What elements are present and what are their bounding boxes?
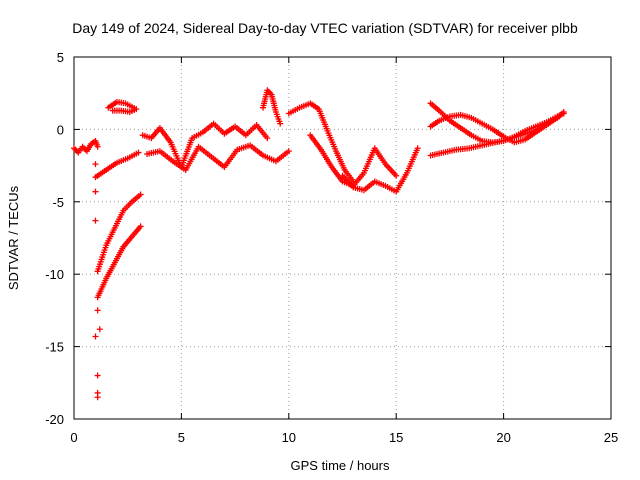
y-axis-label: SDTVAR / TECUs bbox=[6, 185, 21, 290]
x-tick-label: 0 bbox=[70, 430, 77, 445]
data-point bbox=[109, 107, 116, 114]
axis-ticks: 0 5 10 15 20 25 5 0 -5 -10 -15 -20 bbox=[45, 50, 618, 445]
y-tick-label: 0 bbox=[57, 122, 64, 137]
grid bbox=[74, 57, 611, 419]
data-point bbox=[92, 188, 99, 195]
data-point bbox=[92, 333, 99, 340]
data-point bbox=[414, 145, 421, 152]
y-tick-label: -5 bbox=[52, 195, 64, 210]
x-axis-label: GPS time / hours bbox=[291, 458, 390, 473]
chart-title: Day 149 of 2024, Sidereal Day-to-day VTE… bbox=[72, 20, 578, 36]
data-point bbox=[92, 161, 99, 168]
y-tick-label: -20 bbox=[45, 412, 64, 427]
x-tick-label: 15 bbox=[389, 430, 403, 445]
data-point bbox=[94, 394, 101, 401]
y-tick-label: 5 bbox=[57, 50, 64, 65]
data-point bbox=[560, 109, 567, 116]
x-tick-label: 25 bbox=[604, 430, 618, 445]
data-point bbox=[96, 326, 103, 333]
data-point bbox=[94, 307, 101, 314]
data-point bbox=[72, 146, 79, 153]
data-point bbox=[94, 143, 101, 150]
y-tick-label: -15 bbox=[45, 340, 64, 355]
data-point bbox=[137, 223, 144, 230]
data-points bbox=[71, 87, 567, 401]
x-tick-label: 10 bbox=[282, 430, 296, 445]
x-tick-label: 5 bbox=[178, 430, 185, 445]
x-tick-label: 20 bbox=[496, 430, 510, 445]
data-point bbox=[94, 372, 101, 379]
plot-frame bbox=[73, 56, 612, 420]
data-point bbox=[71, 145, 77, 152]
data-point bbox=[135, 149, 142, 156]
data-point bbox=[264, 135, 271, 142]
data-point bbox=[137, 191, 144, 198]
y-tick-label: -10 bbox=[45, 267, 64, 282]
data-point bbox=[285, 148, 292, 155]
data-point bbox=[92, 217, 99, 224]
data-point bbox=[556, 113, 563, 120]
data-point bbox=[277, 120, 284, 127]
data-point bbox=[393, 172, 400, 179]
